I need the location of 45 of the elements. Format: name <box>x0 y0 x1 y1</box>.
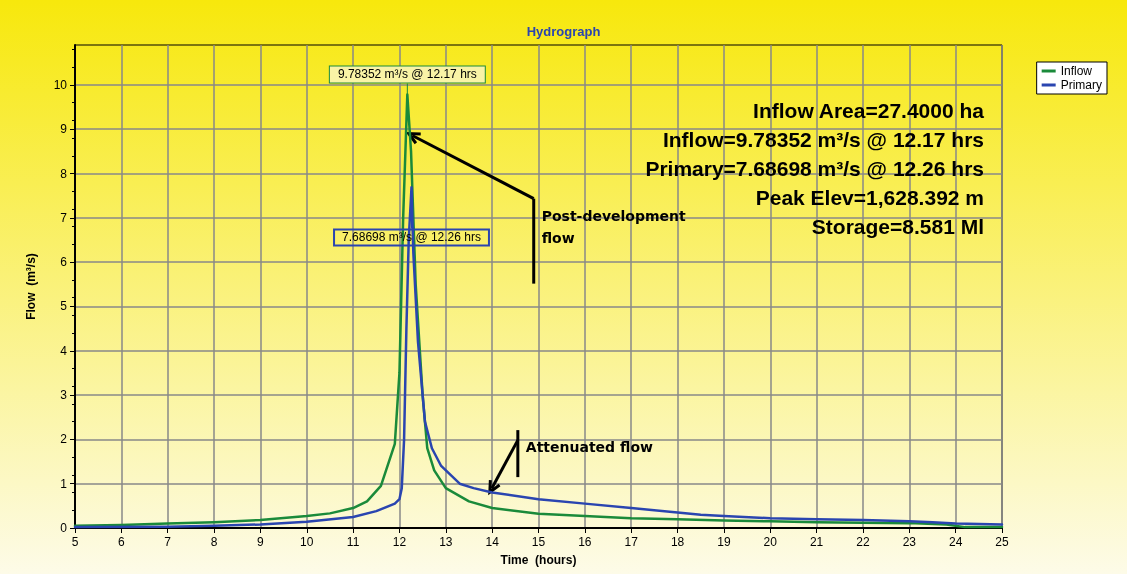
y-tick-label: 6 <box>60 255 68 270</box>
annotation: Primary=7.68698 m³/s @ 12.26 hrs <box>645 156 984 180</box>
y-tick-label: 0 <box>60 521 68 535</box>
annotation: Post-development flow <box>541 207 691 246</box>
x-tick-label: 9 <box>257 535 265 549</box>
y-tick-label: 1 <box>60 476 68 491</box>
x-tick-label: 19 <box>717 535 731 549</box>
x-tick-label: 23 <box>902 535 917 549</box>
y-tick-label: 7 <box>60 210 68 225</box>
x-tick-label: 15 <box>531 535 546 549</box>
x-tick-label: 14 <box>485 535 500 549</box>
y-tick-label: 5 <box>60 299 68 314</box>
annotation: Attenuated flow <box>525 439 654 456</box>
x-tick-label: 10 <box>300 535 314 549</box>
annotation: Storage=8.581 Ml <box>811 214 984 238</box>
y-tick-label: 10 <box>53 77 68 92</box>
chart-title: Hydrograph <box>526 24 601 39</box>
annotation: Inflow=9.78352 m³/s @ 12.17 hrs <box>662 127 984 151</box>
x-tick-label: 12 <box>392 535 407 549</box>
y-axis-title: Flow (m³/s) <box>24 253 38 320</box>
x-tick-label: 5 <box>71 535 79 549</box>
y-tick-label: 3 <box>60 388 68 403</box>
annotation: Inflow Area=27.4000 ha <box>753 98 985 122</box>
x-tick-label: 6 <box>118 535 126 549</box>
y-tick-label: 8 <box>60 166 68 181</box>
annotation: Peak Elev=1,628.392 m <box>755 185 984 209</box>
y-tick-label: 9 <box>60 122 68 137</box>
x-tick-label: 16 <box>578 535 592 549</box>
annotation: 9.78352 m³/s @ 12.17 hrs <box>337 67 477 82</box>
x-axis-title: Time (hours) <box>500 553 577 567</box>
x-tick-label: 20 <box>763 535 778 549</box>
x-tick-label: 8 <box>210 535 218 549</box>
y-tick-label: 4 <box>60 343 68 358</box>
legend-label: Inflow <box>1060 64 1093 78</box>
x-tick-label: 25 <box>995 535 1009 549</box>
x-tick-label: 7 <box>164 535 172 549</box>
y-tick-label: 2 <box>60 432 68 447</box>
x-tick-label: 21 <box>809 535 824 549</box>
x-tick-label: 22 <box>856 535 870 549</box>
x-tick-label: 24 <box>948 535 963 549</box>
legend-label: Primary <box>1060 78 1103 92</box>
x-tick-label: 13 <box>439 535 453 549</box>
x-tick-label: 17 <box>624 535 639 549</box>
x-tick-label: 18 <box>670 535 685 549</box>
x-tick-label: 11 <box>346 535 360 549</box>
